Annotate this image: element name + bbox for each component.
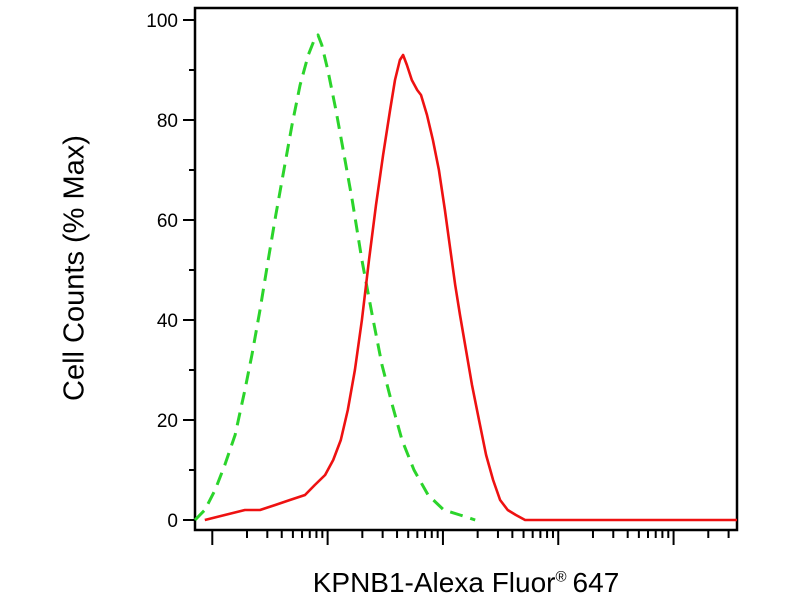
y-tick-label: 40 <box>157 311 178 332</box>
x-axis-label-number: 647 <box>572 567 620 598</box>
plot-frame <box>193 6 739 532</box>
y-axis-label: Cell Counts (% Max) <box>58 135 91 401</box>
x-axis-label-main: KPNB1-Alexa Fluor <box>312 567 556 598</box>
y-tick-label: 60 <box>157 211 178 232</box>
x-axis-label: KPNB1-Alexa Fluor® 647 <box>313 567 620 599</box>
y-tick-label: 100 <box>146 11 178 32</box>
y-tick-label: 80 <box>157 111 178 132</box>
series-curve-1 <box>204 53 737 522</box>
y-tick-label: 0 <box>167 511 178 532</box>
y-tick-label: 20 <box>157 411 178 432</box>
y-axis-ticks: 0 20 40 60 80 100 <box>146 11 195 532</box>
registered-trademark-symbol: ® <box>555 568 567 586</box>
series-curve-0 <box>193 33 476 522</box>
x-axis-ticks <box>211 530 730 545</box>
